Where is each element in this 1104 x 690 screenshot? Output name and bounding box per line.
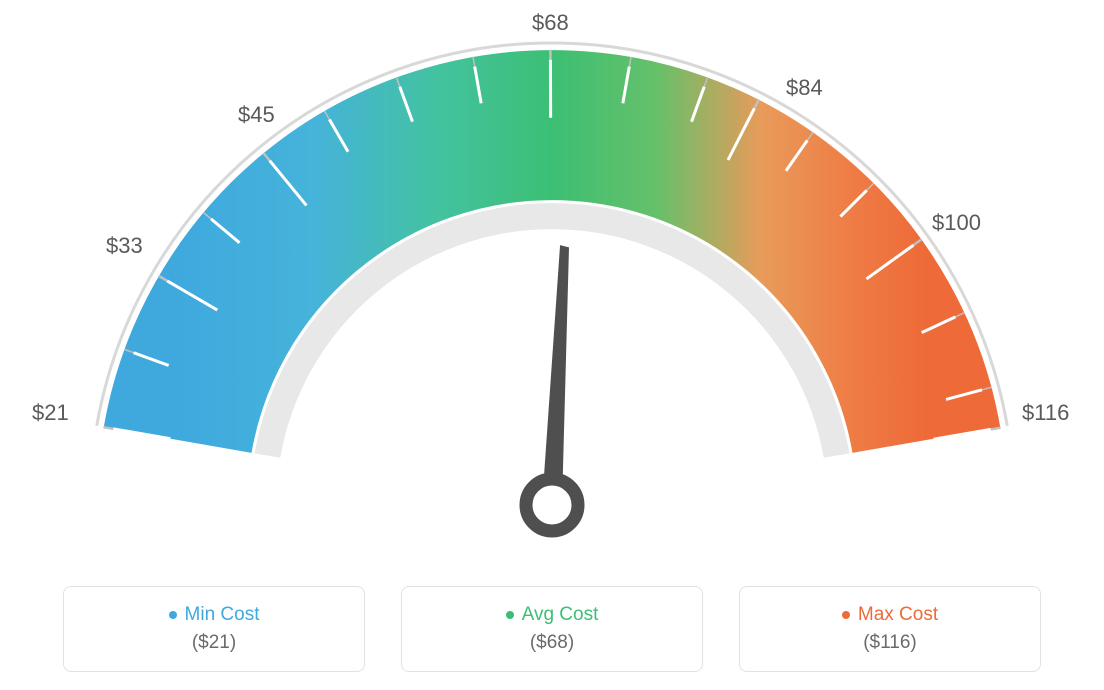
- legend-card-avg: Avg Cost ($68): [401, 586, 703, 672]
- cost-gauge-container: $21 $33 $45 $68 $84 $100 $116 Min Cost (…: [0, 0, 1104, 690]
- gauge-chart: $21 $33 $45 $68 $84 $100 $116: [0, 0, 1104, 560]
- tick-label-3: $68: [532, 10, 569, 36]
- legend-value-max: ($116): [863, 632, 917, 654]
- legend-label-min: Min Cost: [185, 604, 260, 626]
- legend-value-avg: ($68): [530, 632, 574, 654]
- tick-label-0: $21: [32, 400, 69, 426]
- legend-label-max: Max Cost: [858, 604, 938, 626]
- legend-label-avg: Avg Cost: [522, 604, 599, 626]
- tick-label-1: $33: [106, 233, 143, 259]
- legend-title-max: Max Cost: [842, 604, 938, 626]
- legend-card-max: Max Cost ($116): [739, 586, 1041, 672]
- legend-value-min: ($21): [192, 632, 236, 654]
- tick-label-2: $45: [238, 102, 275, 128]
- legend-dot-max: [842, 611, 850, 619]
- legend-title-avg: Avg Cost: [506, 604, 599, 626]
- gauge-svg: [0, 0, 1104, 560]
- tick-label-4: $84: [786, 75, 823, 101]
- tick-label-6: $116: [1022, 400, 1069, 426]
- legend-card-min: Min Cost ($21): [63, 586, 365, 672]
- legend-row: Min Cost ($21) Avg Cost ($68) Max Cost (…: [0, 586, 1104, 672]
- legend-dot-avg: [506, 611, 514, 619]
- legend-title-min: Min Cost: [169, 604, 260, 626]
- gauge-needle: [526, 245, 578, 531]
- legend-dot-min: [169, 611, 177, 619]
- tick-label-5: $100: [932, 210, 981, 236]
